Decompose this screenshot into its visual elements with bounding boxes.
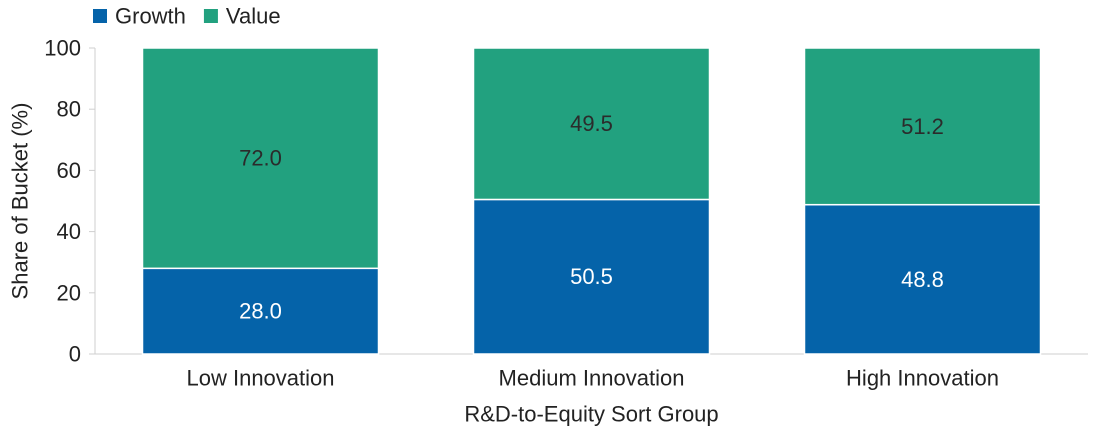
data-label: 28.0 bbox=[239, 299, 282, 324]
x-tick-label: Medium Innovation bbox=[499, 366, 685, 391]
legend-label: Growth bbox=[115, 4, 186, 29]
x-tick-label: Low Innovation bbox=[187, 366, 335, 391]
y-tick-label: 60 bbox=[57, 158, 81, 183]
bar-segment-value bbox=[141, 47, 380, 270]
data-label: 48.8 bbox=[901, 267, 944, 292]
legend-label: Value bbox=[226, 4, 281, 29]
y-tick-label: 0 bbox=[69, 342, 81, 367]
y-axis-title: Share of Bucket (%) bbox=[8, 103, 33, 300]
y-tick-label: 100 bbox=[44, 36, 81, 61]
x-tick-label: High Innovation bbox=[846, 366, 999, 391]
data-label: 51.2 bbox=[901, 114, 944, 139]
bars: 28.0 72.0 50.5 49.5 48.8 51.2 bbox=[141, 47, 1042, 355]
bar-segment-growth bbox=[803, 203, 1042, 355]
bar-segment-growth bbox=[141, 267, 380, 355]
data-label: 72.0 bbox=[239, 146, 282, 171]
data-label: 50.5 bbox=[570, 264, 613, 289]
bar-segment-growth bbox=[472, 198, 711, 355]
y-tick-label: 20 bbox=[57, 280, 81, 305]
x-axis-title: R&D-to-Equity Sort Group bbox=[464, 402, 718, 427]
legend: Growth Value bbox=[93, 4, 281, 29]
axis-labels: Low Innovation Medium Innovation High Inno… bbox=[8, 103, 999, 427]
legend-swatch-growth bbox=[93, 9, 107, 23]
y-tick-label: 40 bbox=[57, 219, 81, 244]
bar-segment-value bbox=[803, 47, 1042, 206]
y-tick-label: 80 bbox=[57, 97, 81, 122]
data-label: 49.5 bbox=[570, 111, 613, 136]
legend-swatch-value bbox=[203, 9, 218, 23]
bar-segment-value bbox=[472, 47, 711, 201]
